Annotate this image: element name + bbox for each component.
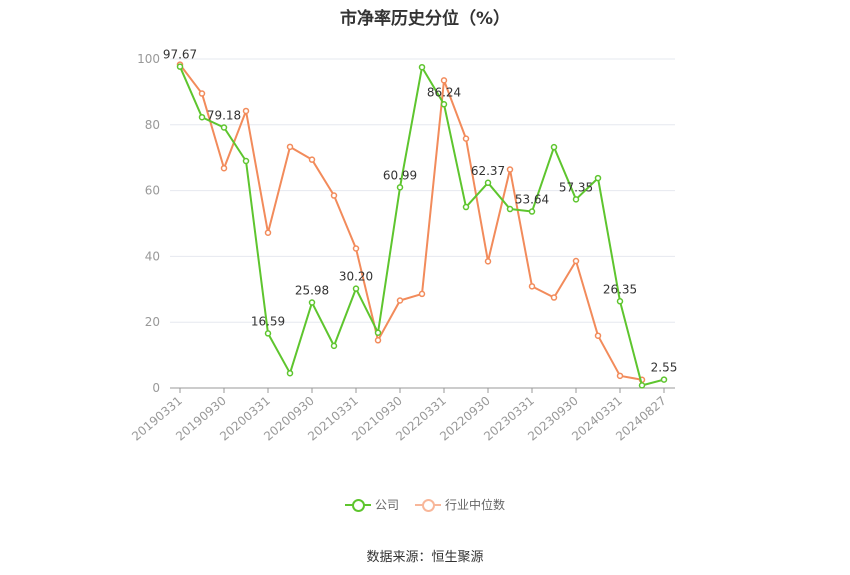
data-point-company	[396, 184, 404, 191]
series-line-industry	[179, 63, 643, 381]
data-point-company	[330, 342, 338, 350]
data-point-industry	[572, 257, 580, 265]
data-point-company	[594, 174, 602, 182]
data-point-industry	[528, 283, 536, 290]
data-source: 数据来源：恒生聚源	[366, 550, 484, 565]
data-point-industry	[462, 135, 470, 142]
data-point-company	[418, 63, 426, 71]
data-point-company	[176, 63, 184, 70]
data-point-company	[484, 179, 492, 187]
data-point-industry	[616, 372, 624, 380]
data-point-company	[440, 101, 448, 108]
data-point-industry	[264, 229, 272, 236]
data-point-company	[374, 329, 382, 336]
data-point-industry	[550, 294, 558, 301]
legend-label-company: 公司	[374, 498, 399, 512]
data-point-industry	[286, 143, 294, 151]
data-label: 2.55	[651, 361, 678, 375]
data-label: 57.35	[559, 180, 593, 194]
data-point-industry	[484, 258, 492, 265]
data-label: 97.67	[163, 48, 197, 62]
data-point-industry	[506, 166, 514, 173]
data-point-company	[198, 113, 206, 121]
data-point-industry	[198, 90, 206, 97]
series-line-company	[179, 66, 665, 387]
data-label: 86.24	[427, 85, 461, 99]
data-point-company	[638, 382, 646, 389]
data-point-company	[308, 299, 316, 306]
data-point-company	[550, 143, 558, 151]
legend-swatch-company	[344, 498, 371, 512]
data-point-industry	[594, 332, 602, 339]
y-tick-label: 20	[145, 315, 160, 329]
data-point-industry	[374, 337, 382, 344]
y-tick-label: 40	[145, 249, 160, 263]
data-point-company	[528, 208, 536, 215]
legend: 公司 行业中位数	[0, 496, 850, 513]
data-point-company	[352, 285, 360, 292]
data-point-industry	[308, 156, 316, 163]
legend-item-industry[interactable]: 行业中位数	[415, 496, 505, 513]
data-label: 60.99	[383, 168, 417, 182]
data-label: 79.18	[207, 108, 241, 122]
legend-label-industry: 行业中位数	[445, 498, 506, 512]
data-label: 16.59	[251, 314, 285, 328]
data-point-industry	[330, 192, 338, 199]
chart-title: 市净率历史分位（%）	[339, 9, 511, 29]
data-point-company	[572, 196, 580, 203]
data-point-company	[220, 124, 228, 131]
data-point-company	[506, 205, 514, 213]
data-label: 30.20	[339, 270, 373, 284]
data-point-company	[264, 330, 272, 337]
data-point-company	[286, 369, 294, 377]
data-point-industry	[396, 297, 404, 304]
y-tick-label: 80	[145, 118, 160, 132]
data-label: 25.98	[295, 284, 329, 298]
data-point-industry	[352, 245, 360, 252]
data-point-company	[242, 157, 250, 165]
data-label: 26.35	[603, 282, 637, 296]
legend-swatch-industry	[415, 498, 441, 512]
y-tick-label: 0	[152, 381, 160, 395]
data-point-company	[462, 203, 470, 211]
data-point-industry	[440, 77, 448, 84]
data-point-industry	[242, 107, 250, 115]
legend-item-company[interactable]: 公司	[344, 496, 399, 513]
data-point-company	[660, 376, 668, 383]
y-tick-label: 100	[137, 52, 160, 66]
y-tick-label: 60	[145, 184, 160, 198]
data-point-company	[616, 298, 624, 305]
data-label: 53.64	[515, 193, 549, 207]
data-point-industry	[418, 290, 426, 298]
data-point-industry	[220, 164, 228, 172]
data-label: 62.37	[471, 164, 505, 178]
